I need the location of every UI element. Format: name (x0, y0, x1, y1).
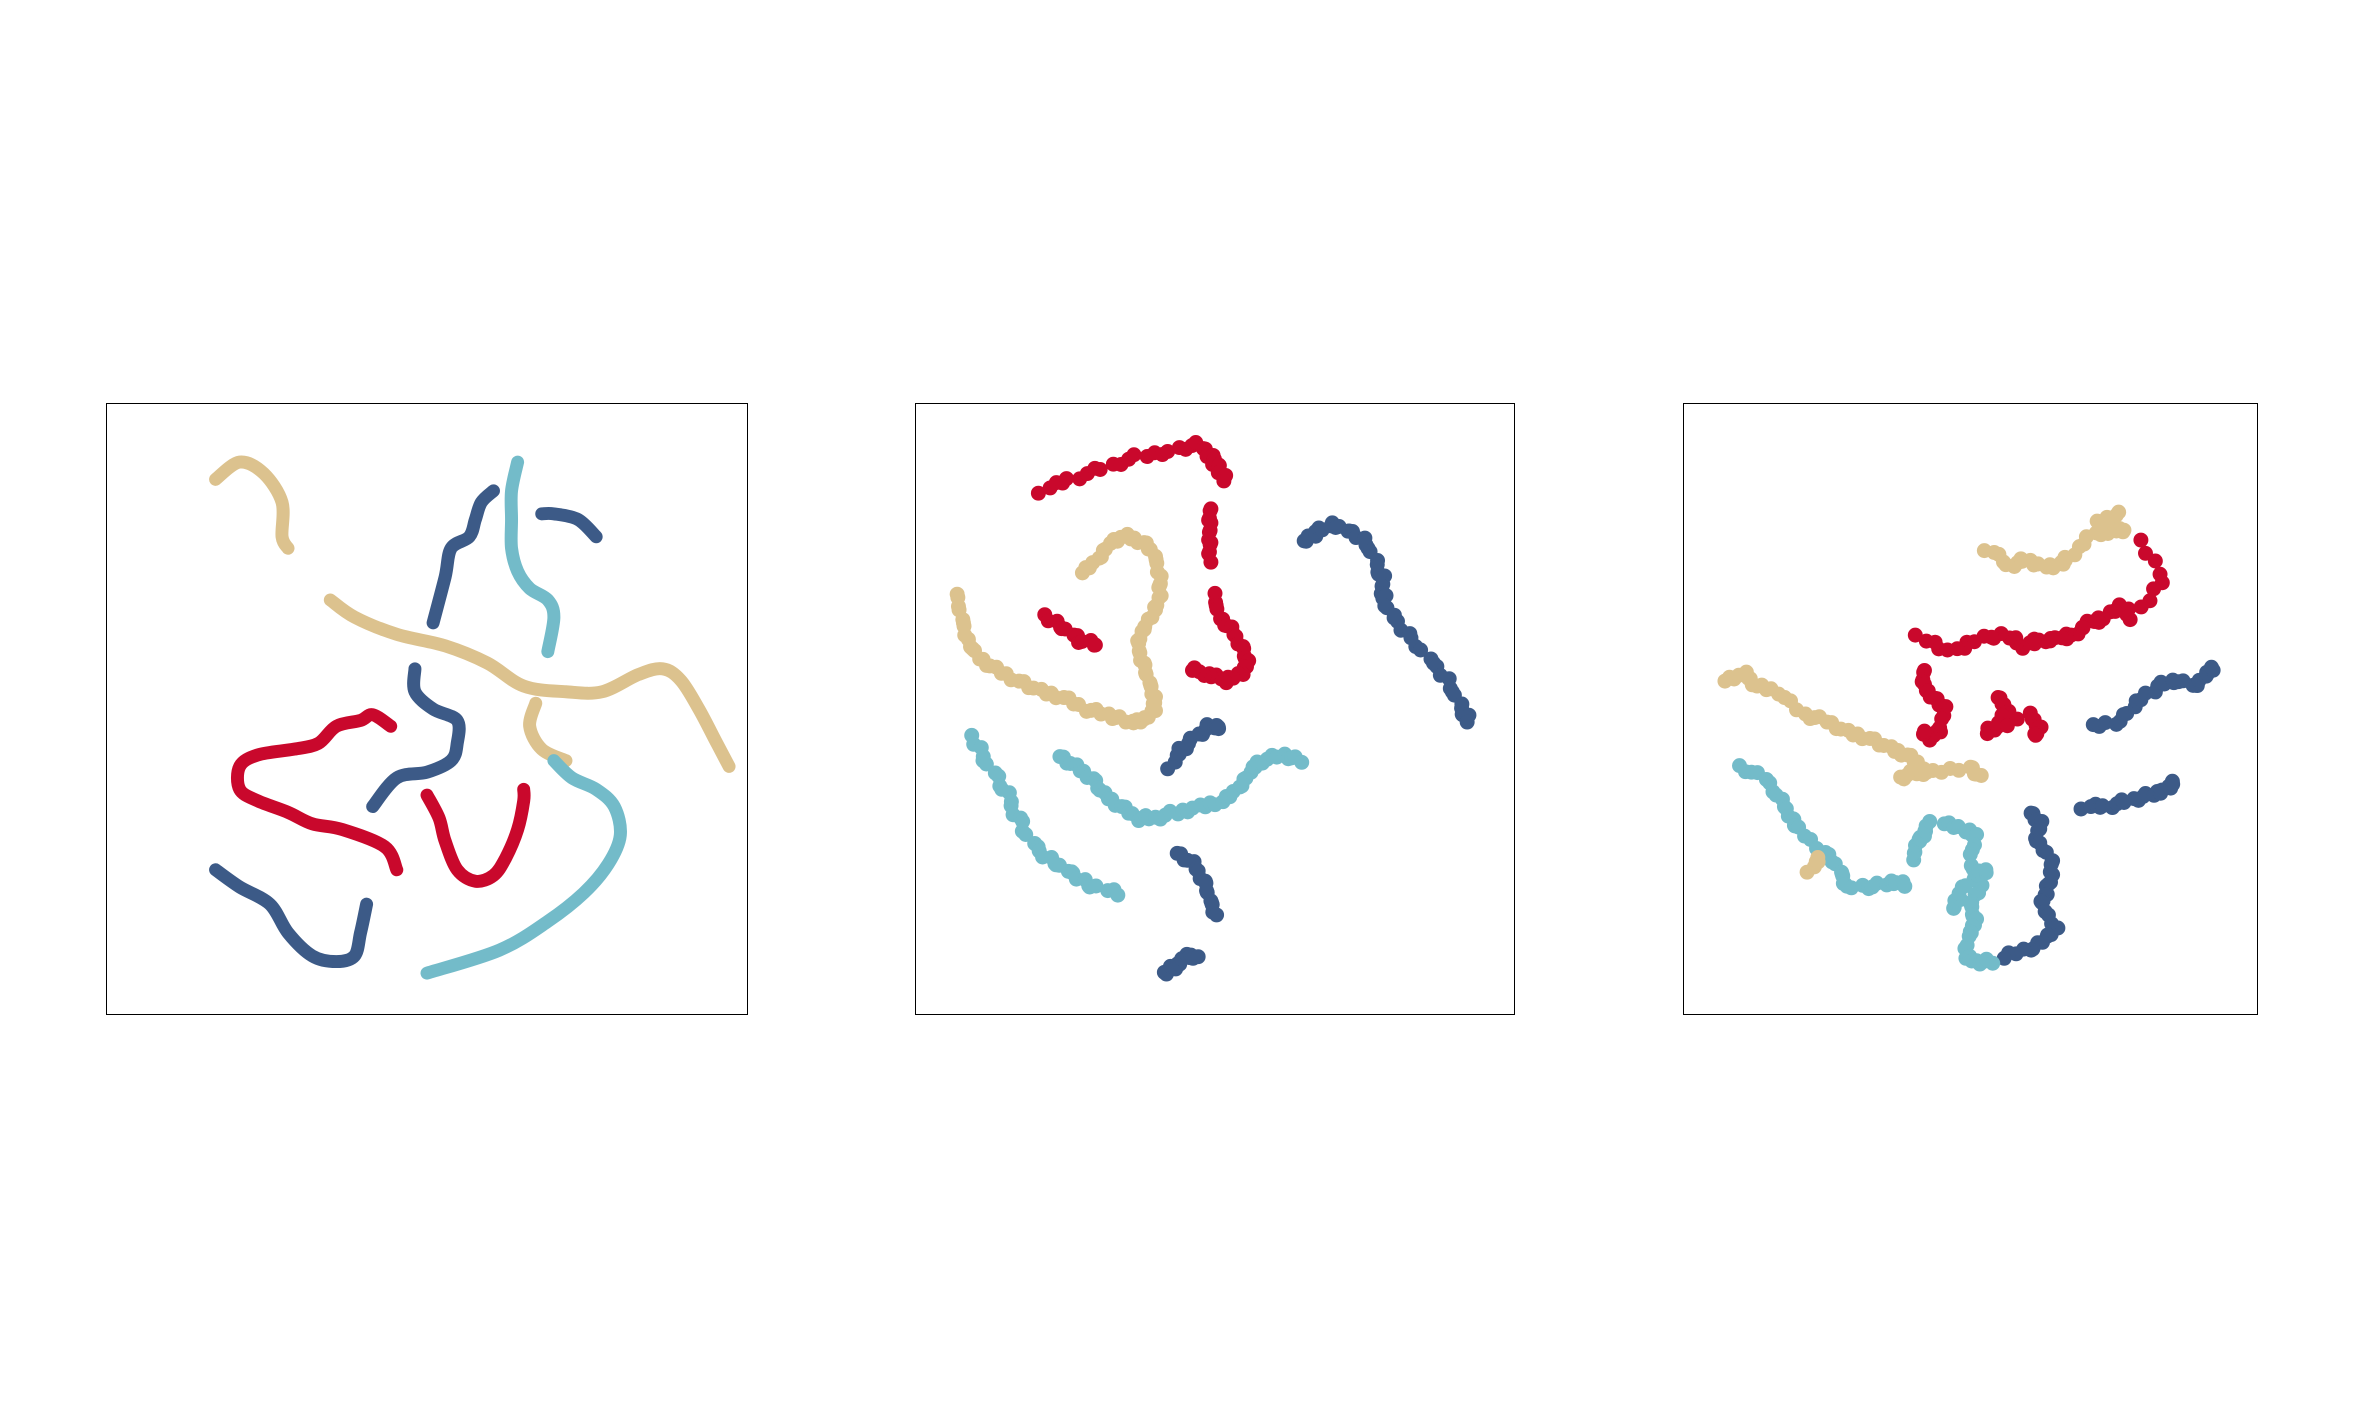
data-point (1810, 850, 1826, 865)
data-point (1110, 887, 1126, 903)
data-point (1962, 846, 1978, 862)
data-point (2111, 504, 2127, 520)
data-point (1413, 642, 1429, 658)
series-beige (1074, 526, 1169, 731)
panel-1 (106, 403, 748, 1015)
series-navy (1169, 845, 1225, 923)
series-cyan (1946, 862, 1994, 916)
data-point (1190, 949, 1206, 965)
series-cyan (1052, 746, 1310, 829)
data-point (2028, 727, 2044, 743)
series-beige (1976, 504, 2132, 576)
series-line-red (420, 782, 531, 888)
series-red (1914, 662, 1954, 748)
series-beige (1893, 759, 1989, 787)
series-red (1979, 690, 2049, 743)
data-point (1118, 714, 1134, 730)
data-point (1459, 714, 1475, 730)
data-point (1897, 878, 1913, 894)
series-red (1907, 532, 2170, 658)
series-line-beige (323, 593, 736, 773)
data-point (1922, 813, 1938, 829)
series-line-cyan (504, 455, 561, 659)
data-point (1126, 447, 1142, 463)
data-point (1973, 768, 1989, 783)
data-point (2147, 553, 2163, 569)
data-point (1160, 443, 1176, 459)
series-line-red (230, 708, 404, 877)
series-navy (1160, 717, 1227, 777)
data-point (1996, 950, 2012, 966)
series-line-navy (209, 863, 374, 969)
series-line-navy (426, 484, 500, 630)
chart-3-plot (1717, 504, 2221, 972)
data-point (2133, 532, 2149, 548)
series-cyan (1837, 873, 1913, 897)
data-point (1203, 554, 1219, 570)
data-point (1918, 633, 1934, 649)
series-cyan (964, 727, 1126, 903)
series-beige (1717, 664, 1932, 777)
data-point (1843, 880, 1859, 896)
data-point (1978, 862, 1994, 878)
series-cyan (1936, 815, 2001, 972)
data-point (1916, 723, 1932, 739)
data-point (1209, 907, 1225, 923)
series-navy (1296, 515, 1477, 730)
series-navy (2073, 773, 2181, 817)
panel-3 (1683, 403, 2258, 1015)
data-point (2009, 711, 2025, 727)
data-point (2203, 659, 2219, 675)
data-point (1088, 878, 1104, 894)
data-point (2097, 715, 2113, 731)
series-red (1185, 585, 1257, 691)
data-point (1210, 719, 1226, 735)
series-line-beige (523, 696, 573, 768)
series-red (1030, 434, 1234, 501)
series-line-beige (209, 455, 295, 555)
series-red (1201, 501, 1219, 570)
chart-1-plot (209, 455, 736, 980)
series-line-navy (366, 662, 466, 814)
data-point (1294, 754, 1310, 770)
data-point (1185, 662, 1200, 678)
chart-2-plot (949, 434, 1477, 982)
series-red (1037, 607, 1103, 653)
series-beige (949, 586, 1134, 730)
series-beige (1799, 850, 1826, 880)
data-point (1087, 637, 1103, 653)
series-navy (2085, 659, 2221, 734)
panel-2 (915, 403, 1515, 1015)
series-navy (1996, 805, 2066, 966)
data-point (1907, 627, 1923, 643)
data-point (2133, 599, 2149, 615)
series-cyan (1906, 813, 1938, 868)
data-point (2164, 773, 2180, 789)
data-point (2146, 581, 2162, 597)
series-navy (1156, 946, 1206, 982)
data-point (1059, 471, 1074, 487)
data-point (1985, 955, 2001, 971)
data-point (1092, 462, 1108, 477)
data-point (1951, 762, 1967, 778)
series-line-cyan (420, 754, 627, 980)
series-line-navy (535, 506, 603, 544)
data-point (1216, 473, 1232, 489)
series-cyan (1732, 758, 1855, 894)
data-point (1030, 485, 1046, 501)
